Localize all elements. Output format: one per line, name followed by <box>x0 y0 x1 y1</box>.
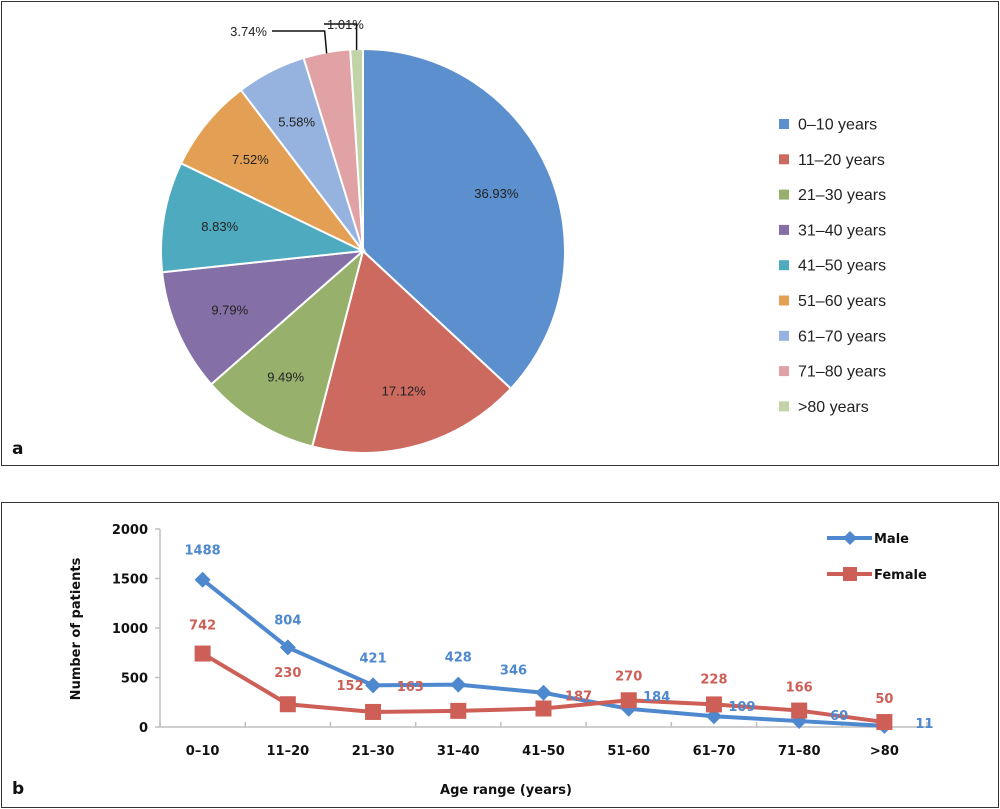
legend-swatch <box>779 119 789 129</box>
pie-data-label: 3.74% <box>230 24 267 39</box>
legend-item: 31–40 years <box>798 222 886 239</box>
female-data-label: 228 <box>700 672 727 687</box>
pie-data-label: 8.83% <box>201 219 238 234</box>
pie-slice-4 <box>160 161 367 274</box>
pie-chart: 36.93% 17.12% 9.49% 9.79% 8.83% 7.52% 5.58% 3.7… <box>12 17 886 459</box>
female-data-label: 270 <box>615 669 642 684</box>
pie-data-label: 9.49% <box>267 370 304 385</box>
legend-item: 11–20 years <box>798 152 885 169</box>
female-data-label: 187 <box>565 689 592 704</box>
male-data-label: 428 <box>445 651 472 666</box>
female-marker <box>279 696 296 713</box>
legend-swatch <box>779 224 789 235</box>
female-data-label: 742 <box>189 619 216 634</box>
legend-swatch <box>779 154 789 165</box>
y-tick-label: 1000 <box>112 622 148 637</box>
female-data-label: 50 <box>875 692 893 707</box>
line-chart: 0 500 1000 1500 2000 0–10 11–20 21–30 31–40 41–50… <box>12 523 933 799</box>
legend-swatch <box>779 295 789 306</box>
legend-item: 0–10 years <box>798 117 877 134</box>
x-tick-label: 11–20 <box>266 744 309 759</box>
male-data-label: 109 <box>728 700 755 715</box>
pie-slice-2 <box>209 248 365 448</box>
y-tick-label: 0 <box>139 721 148 736</box>
female-marker <box>365 703 382 720</box>
male-data-label: 11 <box>915 717 933 732</box>
x-axis-title: Age range (years) <box>440 783 572 798</box>
legend-item: 41–50 years <box>798 258 886 275</box>
female-marker <box>620 692 637 709</box>
pie-data-label: 5.58% <box>278 115 315 130</box>
pie-slice-0 <box>362 47 566 391</box>
legend-item: Male <box>874 532 909 547</box>
female-data-label: 152 <box>336 679 363 694</box>
pie-callout-line-8 <box>324 23 358 51</box>
legend-item: >80 years <box>798 399 869 416</box>
female-data-label: 230 <box>274 666 301 681</box>
female-marker <box>705 696 722 713</box>
y-tick-label: 500 <box>121 672 148 687</box>
legend-item: 71–80 years <box>798 364 886 381</box>
male-marker <box>194 571 211 588</box>
male-data-label: 1488 <box>185 544 221 559</box>
legend-swatch <box>779 330 789 341</box>
panel-letter-b: b <box>12 779 24 799</box>
male-marker <box>365 677 382 694</box>
legend-item: 51–60 years <box>798 293 886 310</box>
panel-a-pie-chart: 36.93% 17.12% 9.49% 9.79% 8.83% 7.52% 5.58% 3.7… <box>1 1 999 466</box>
x-tick-label: 61–70 <box>693 744 736 759</box>
x-tick-label: 51–60 <box>607 744 650 759</box>
male-data-label: 421 <box>359 651 386 666</box>
legend-marker-square <box>843 567 857 581</box>
legend-swatch <box>779 366 789 377</box>
x-tick-label: 0–10 <box>186 744 220 759</box>
legend-item: 61–70 years <box>798 328 886 345</box>
legend-marker-diamond <box>843 531 857 545</box>
y-axis-title: Number of patients <box>69 557 84 700</box>
pie-callout-line-7 <box>272 30 328 54</box>
male-data-label: 60 <box>830 709 848 724</box>
x-tick-label: 31–40 <box>437 744 480 759</box>
legend-swatch <box>779 189 789 200</box>
female-data-label: 163 <box>397 680 424 695</box>
legend-item: 21–30 years <box>798 187 886 204</box>
y-tick-label: 1500 <box>112 573 148 588</box>
pie-data-label: 7.52% <box>232 152 269 167</box>
pie-slice-3 <box>161 249 367 386</box>
y-tick-label: 2000 <box>112 523 148 538</box>
x-tick-label: 21–30 <box>352 744 395 759</box>
male-marker <box>279 639 296 656</box>
x-tick-label: 71–80 <box>778 744 821 759</box>
x-tick-label: >80 <box>870 744 899 759</box>
legend-swatch <box>779 260 789 271</box>
panel-letter-a: a <box>12 439 23 459</box>
legend-item: Female <box>874 568 927 583</box>
male-marker <box>450 676 467 693</box>
pie-data-label: 36.93% <box>474 186 519 201</box>
pie-slice-1 <box>310 249 513 454</box>
pie-data-label: 17.12% <box>382 384 427 399</box>
legend-swatch <box>779 401 789 412</box>
x-tick-label: 41–50 <box>522 744 565 759</box>
pie-data-label: 9.79% <box>211 302 248 317</box>
female-marker <box>791 702 808 719</box>
male-marker <box>535 684 552 701</box>
male-data-label: 346 <box>500 664 527 679</box>
male-data-label: 184 <box>643 690 670 705</box>
male-marker <box>705 708 722 725</box>
pie-slice-5 <box>179 88 364 252</box>
pie-data-label: 1.01% <box>327 17 364 32</box>
female-data-label: 166 <box>786 681 813 696</box>
panel-b-line-chart: 0 500 1000 1500 2000 0–10 11–20 21–30 31–40 41–50… <box>1 502 999 808</box>
female-marker <box>450 702 467 719</box>
female-marker <box>194 645 211 662</box>
female-marker <box>535 700 552 717</box>
male-data-label: 804 <box>274 613 301 628</box>
female-marker <box>876 714 893 731</box>
